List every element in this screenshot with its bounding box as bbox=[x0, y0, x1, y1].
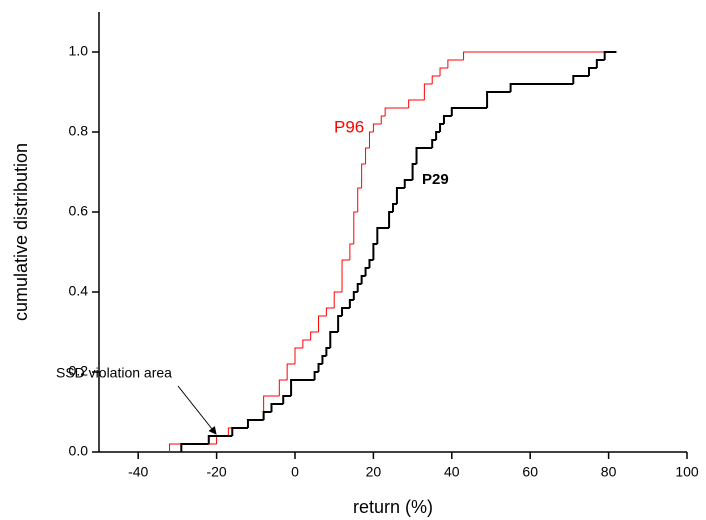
step-segment bbox=[357, 187, 362, 212]
y-tick-label: 1.0 bbox=[69, 43, 89, 59]
step-segment bbox=[595, 59, 605, 68]
step-segment bbox=[372, 123, 382, 132]
y-axis-title: cumulative distribution bbox=[11, 143, 31, 321]
step-segment bbox=[368, 259, 374, 268]
y-tick-label: 0.6 bbox=[69, 203, 89, 219]
step-segment bbox=[361, 163, 366, 188]
y-tick-label: 0.4 bbox=[69, 283, 89, 299]
step-segment bbox=[325, 307, 335, 316]
step-segment bbox=[341, 307, 350, 316]
step-segment bbox=[463, 51, 617, 60]
step-segment bbox=[317, 363, 323, 372]
step-segment bbox=[348, 299, 354, 308]
step-segment bbox=[439, 123, 444, 132]
step-segment bbox=[395, 187, 405, 204]
x-axis-title: return (%) bbox=[353, 497, 433, 517]
step-segment bbox=[423, 83, 433, 100]
step-segment bbox=[246, 419, 264, 428]
step-segment bbox=[349, 243, 354, 260]
step-segment bbox=[318, 315, 327, 332]
step-segment bbox=[216, 435, 229, 444]
x-tick-label: 0 bbox=[291, 464, 299, 480]
step-segment bbox=[365, 147, 370, 164]
y-tick-label: 0.2 bbox=[69, 363, 89, 379]
step-segment bbox=[247, 419, 264, 428]
step-segment bbox=[408, 99, 425, 108]
step-segment bbox=[372, 243, 378, 260]
step-segment bbox=[325, 347, 331, 356]
step-segment bbox=[341, 259, 350, 292]
step-segment bbox=[509, 83, 574, 92]
step-segment bbox=[286, 363, 295, 380]
step-segment bbox=[278, 379, 288, 396]
step-segment bbox=[450, 107, 488, 116]
x-tick-label: -40 bbox=[128, 464, 148, 480]
step-segment bbox=[364, 267, 370, 276]
y-tick-label: 0.8 bbox=[69, 123, 89, 139]
step-segment bbox=[588, 67, 597, 76]
step-segment bbox=[380, 115, 386, 124]
x-tick-label: -20 bbox=[206, 464, 226, 480]
x-tick-label: 20 bbox=[366, 464, 382, 480]
step-segment bbox=[442, 115, 452, 124]
annotation-arrow bbox=[177, 385, 217, 435]
step-segment bbox=[169, 443, 217, 452]
step-segment bbox=[603, 51, 617, 60]
step-segment bbox=[294, 347, 303, 364]
step-segment bbox=[313, 371, 319, 380]
step-segment bbox=[384, 107, 409, 116]
step-segment bbox=[270, 403, 284, 412]
y-tick-label: 0.0 bbox=[69, 443, 89, 459]
step-segment bbox=[435, 131, 441, 140]
step-segment bbox=[388, 211, 393, 228]
step-segment bbox=[439, 67, 448, 76]
step-segment bbox=[302, 339, 311, 348]
step-segment bbox=[231, 427, 248, 436]
step-segment bbox=[486, 91, 511, 108]
x-tick-label: 40 bbox=[444, 464, 460, 480]
step-segment bbox=[207, 435, 233, 444]
step-segment bbox=[376, 227, 390, 244]
annotation: P96 bbox=[334, 117, 364, 136]
step-segment bbox=[310, 331, 319, 340]
step-segment bbox=[431, 75, 441, 84]
step-segment bbox=[356, 283, 362, 292]
x-tick-label: 100 bbox=[675, 464, 699, 480]
step-segment bbox=[431, 139, 437, 148]
x-tick-label: 60 bbox=[522, 464, 538, 480]
step-segment bbox=[572, 75, 589, 84]
step-segment bbox=[329, 331, 339, 348]
x-tick-label: 80 bbox=[601, 464, 617, 480]
step-segment bbox=[333, 291, 343, 308]
step-segment bbox=[368, 131, 374, 148]
annotation: P29 bbox=[422, 171, 449, 188]
step-segment bbox=[262, 411, 272, 420]
step-segment bbox=[352, 291, 358, 300]
step-segment bbox=[360, 275, 366, 284]
step-segment bbox=[282, 395, 292, 404]
step-segment bbox=[411, 163, 417, 180]
step-segment bbox=[392, 203, 397, 212]
annotation: SSD violation area bbox=[56, 365, 172, 381]
step-segment bbox=[337, 315, 343, 332]
step-segment bbox=[403, 179, 413, 188]
step-segment bbox=[415, 147, 433, 164]
step-segment bbox=[353, 211, 358, 244]
step-segment bbox=[321, 355, 327, 364]
step-segment bbox=[290, 379, 315, 396]
step-segment bbox=[180, 443, 209, 452]
step-segment bbox=[447, 59, 464, 68]
